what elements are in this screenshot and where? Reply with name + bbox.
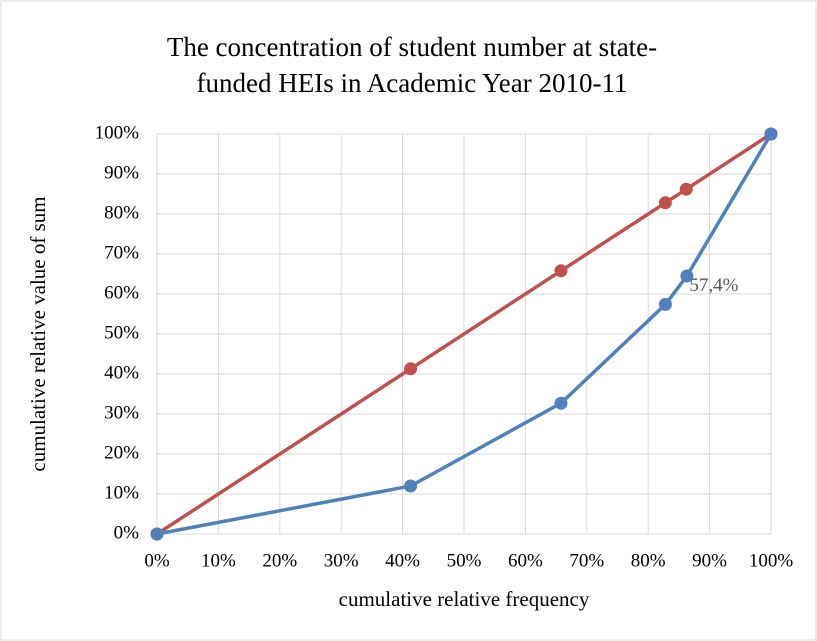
marker	[150, 527, 164, 541]
x-tick-label: 0%	[144, 550, 170, 571]
marker	[680, 269, 694, 283]
y-tick-label: 90%	[104, 162, 139, 183]
data-label: 57,4%	[689, 275, 738, 296]
x-tick-label: 60%	[508, 550, 543, 571]
series-line	[156, 133, 773, 536]
x-axis-label: cumulative relative frequency	[339, 587, 590, 611]
marker	[679, 182, 693, 196]
y-tick-label: 60%	[104, 282, 139, 303]
series-line	[156, 132, 772, 536]
y-tick-label: 80%	[104, 202, 139, 223]
y-tick-label: 30%	[104, 402, 139, 423]
y-tick-label: 40%	[104, 362, 139, 383]
marker	[554, 396, 568, 410]
y-axis-label: cumulative relative value of sum	[26, 196, 50, 471]
y-tick-label: 0%	[114, 522, 140, 543]
marker	[404, 362, 418, 376]
marker	[404, 479, 418, 493]
y-tick-label: 20%	[104, 442, 139, 463]
y-tick-label: 100%	[95, 122, 140, 143]
y-tick-label: 50%	[104, 322, 139, 343]
chart-title: funded HEIs in Academic Year 2010-11	[197, 68, 628, 98]
marker	[658, 196, 672, 210]
y-tick-label: 10%	[104, 482, 139, 503]
x-tick-label: 10%	[201, 550, 236, 571]
x-tick-label: 50%	[447, 550, 482, 571]
x-tick-label: 40%	[385, 550, 420, 571]
x-tick-label: 80%	[631, 550, 666, 571]
x-tick-label: 70%	[569, 550, 604, 571]
marker	[764, 127, 778, 141]
marker	[658, 297, 672, 311]
x-tick-label: 90%	[692, 550, 727, 571]
x-tick-label: 30%	[324, 550, 359, 571]
marker	[554, 264, 568, 278]
x-tick-label: 20%	[262, 550, 297, 571]
x-tick-label: 100%	[749, 550, 794, 571]
chart-title: The concentration of student number at s…	[167, 32, 657, 62]
y-tick-label: 70%	[104, 242, 139, 263]
